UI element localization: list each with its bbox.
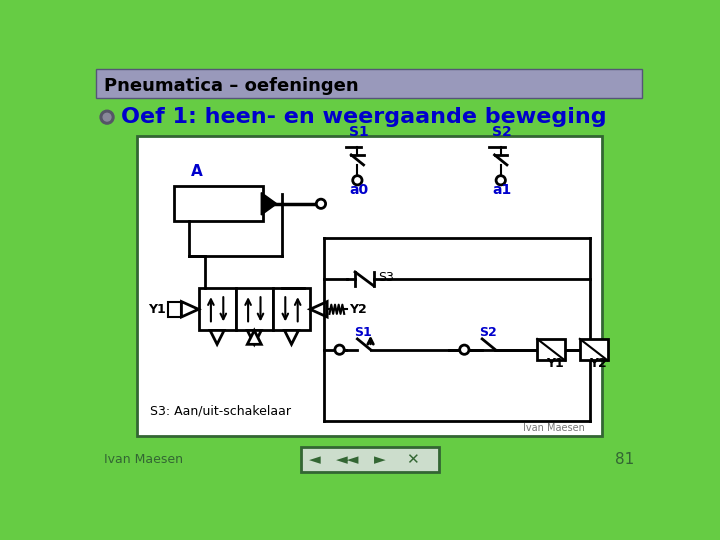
Polygon shape <box>210 330 224 345</box>
Text: Y2: Y2 <box>349 303 366 316</box>
Circle shape <box>459 345 469 354</box>
Bar <box>199 288 235 330</box>
Text: Y1: Y1 <box>148 303 166 316</box>
Bar <box>537 339 565 361</box>
Text: S1: S1 <box>349 125 369 139</box>
Circle shape <box>103 113 111 121</box>
Text: Ivan Maesen: Ivan Maesen <box>104 453 183 467</box>
Text: S1: S1 <box>354 326 372 339</box>
Text: 81: 81 <box>615 453 634 467</box>
Text: Y1: Y1 <box>546 356 564 370</box>
Text: ◄◄: ◄◄ <box>336 453 359 467</box>
Text: a1: a1 <box>492 183 512 197</box>
Bar <box>235 288 273 330</box>
Text: Oef 1: heen- en weergaande beweging: Oef 1: heen- en weergaande beweging <box>121 107 607 127</box>
Circle shape <box>335 345 344 354</box>
Text: S2: S2 <box>479 326 497 339</box>
Text: Y2: Y2 <box>589 356 606 370</box>
Text: S2: S2 <box>492 125 512 139</box>
Circle shape <box>316 199 325 208</box>
Circle shape <box>496 176 505 185</box>
Bar <box>301 448 438 472</box>
Text: ✕: ✕ <box>406 453 419 467</box>
Polygon shape <box>284 330 299 345</box>
Bar <box>96 69 642 98</box>
Text: ◄: ◄ <box>309 453 320 467</box>
Text: a0: a0 <box>349 183 369 197</box>
Bar <box>580 339 608 361</box>
Text: A: A <box>191 164 203 179</box>
Circle shape <box>353 176 362 185</box>
Polygon shape <box>248 330 261 345</box>
Text: Ivan Maesen: Ivan Maesen <box>523 423 585 433</box>
Polygon shape <box>248 330 261 345</box>
Text: S3: S3 <box>378 271 394 284</box>
Bar <box>273 288 310 330</box>
Bar <box>168 301 181 317</box>
Polygon shape <box>261 193 276 215</box>
Text: Pneumatica – oefeningen: Pneumatica – oefeningen <box>104 77 359 94</box>
Circle shape <box>100 110 114 124</box>
Bar <box>174 186 263 221</box>
Text: ►: ► <box>374 453 386 467</box>
Text: S3: Aan/uit-schakelaar: S3: Aan/uit-schakelaar <box>150 405 292 418</box>
Bar <box>137 136 601 436</box>
